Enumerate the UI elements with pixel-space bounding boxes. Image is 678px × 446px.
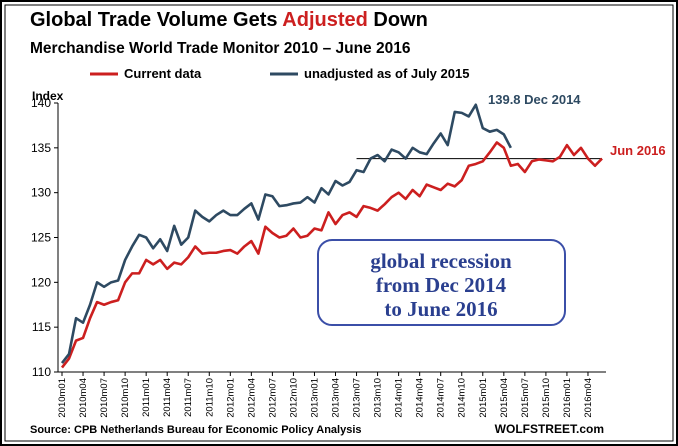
annotation: Jun 2016 [610,143,666,158]
y-tick-label: 115 [32,320,51,334]
x-tick-label: 2014m10 [457,378,468,418]
x-tick-label: 2012m04 [246,378,257,418]
y-tick-label: 110 [32,365,51,379]
box-text: to June 2016 [384,297,497,321]
legend-label: Current data [124,66,202,81]
title-part: Global Trade Volume Gets [30,9,282,31]
series-line [60,141,603,369]
x-tick-label: 2016m04 [583,378,594,418]
x-tick-label: 2010m07 [99,378,110,418]
y-tick-label: 130 [31,186,51,200]
credit: WOLFSTREET.com [495,422,604,436]
x-tick-label: 2011m07 [183,378,194,417]
x-tick-label: 2011m04 [162,378,173,417]
chart-subtitle: Merchandise World Trade Monitor 2010 – J… [30,40,411,57]
annotation-box [317,239,566,326]
title-part: Adjusted [282,9,368,31]
y-tick-label: 140 [31,96,51,110]
x-tick-label: 2014m04 [415,378,426,418]
frame-inner [4,4,674,442]
chart-title: Global Trade Volume Gets Adjusted Down [30,9,428,31]
x-tick-label: 2011m01 [141,378,152,417]
y-tick-label: 135 [31,141,51,155]
x-tick-label: 2010m01 [57,378,68,418]
x-tick-label: 2012m01 [225,378,236,418]
series-line [60,103,512,364]
box-text: global recession [370,249,512,273]
y-tick-label: 120 [31,275,51,289]
x-tick-label: 2014m07 [436,378,447,418]
x-tick-label: 2010m04 [78,378,89,418]
title-part: Down [368,9,428,31]
legend-label: unadjusted as of July 2015 [304,66,469,81]
x-tick-label: 2012m10 [288,378,299,418]
x-tick-label: 2013m04 [331,378,342,418]
source: Source: CPB Netherlands Bureau for Econo… [30,424,362,436]
x-tick-label: 2013m10 [373,378,384,418]
x-tick-label: 2010m10 [120,378,131,418]
annotation: 139.8 Dec 2014 [488,92,581,107]
x-tick-label: 2011m10 [204,378,215,417]
box-text: from Dec 2014 [376,273,507,297]
x-tick-label: 2013m07 [352,378,363,418]
y-tick-label: 125 [31,231,51,245]
x-tick-label: 2015m07 [520,378,531,418]
x-tick-label: 2016m01 [562,378,573,418]
x-tick-label: 2014m01 [394,378,405,418]
x-tick-label: 2013m01 [309,378,320,418]
x-tick-label: 2015m01 [478,378,489,418]
x-tick-label: 2015m04 [499,378,510,418]
x-tick-label: 2015m10 [541,378,552,418]
x-tick-label: 2012m07 [267,378,278,418]
y-axis-label: Index [32,89,64,103]
